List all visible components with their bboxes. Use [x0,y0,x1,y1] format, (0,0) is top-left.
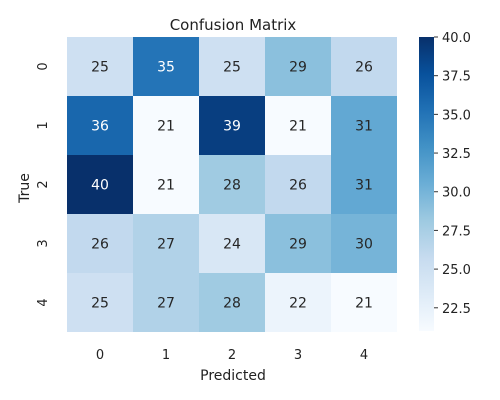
heatmap-cell [199,214,265,273]
colorbar-tick-label: 32.5 [442,147,471,162]
heatmap-cell [67,214,133,273]
cell-value-label: 35 [157,60,175,76]
colorbar-tick-label: 40.0 [442,31,471,46]
cell-value-label: 21 [157,178,175,194]
heatmap-cell [199,37,265,96]
x-tick-label: 3 [294,348,302,363]
y-axis-label: True [17,173,33,204]
cell-value-label: 24 [223,237,241,253]
y-tick-label: 4 [36,298,51,306]
y-tick-label: 0 [36,62,51,70]
cell-value-label: 21 [157,119,175,135]
colorbar-ticks: 22.5 25.0 27.5 30.0 32.5 35.0 37.5 40.0 [434,31,471,317]
cell-value-label: 26 [289,178,307,194]
heatmap-cell [67,96,133,155]
heatmap-cell [133,214,199,273]
cell-value-label: 27 [157,237,175,253]
colorbar-tick-label: 25.0 [442,263,471,278]
heatmap-cell [331,214,397,273]
cell-value-label: 21 [355,296,373,312]
cell-value-label: 22 [289,296,307,312]
heatmap-cell [331,96,397,155]
x-tick-label: 0 [96,348,104,363]
x-axis-label: Predicted [200,368,266,384]
cell-value-label: 26 [355,60,373,76]
x-axis-ticks: 0 1 2 3 4 [96,348,368,363]
x-tick-label: 4 [360,348,368,363]
colorbar-tick-label: 37.5 [442,70,471,85]
heatmap-cell [67,273,133,332]
cell-value-label: 31 [355,119,373,135]
heatmap-cell [199,155,265,214]
y-tick-label: 3 [36,239,51,247]
heatmap-cell [199,96,265,155]
heatmap-cell [331,155,397,214]
cell-value-label: 28 [223,296,241,312]
cell-value-label: 28 [223,178,241,194]
colorbar-tick-label: 22.5 [442,302,471,317]
y-tick-label: 1 [36,121,51,129]
cell-value-label: 36 [91,119,109,135]
heatmap-cell [331,37,397,96]
heatmap-cell [265,96,331,155]
heatmap-cell [133,96,199,155]
x-tick-label: 1 [162,348,170,363]
cell-value-label: 31 [355,178,373,194]
cell-value-label: 29 [289,60,307,76]
cell-value-label: 25 [223,60,241,76]
cell-value-label: 21 [289,119,307,135]
y-tick-label: 2 [36,180,51,188]
colorbar-tick-label: 27.5 [442,224,471,239]
cell-value-label: 29 [289,237,307,253]
cell-value-label: 30 [355,237,373,253]
heatmap-cell [133,273,199,332]
heatmap-cell [265,214,331,273]
heatmap-cell [265,155,331,214]
heatmap-cell [265,273,331,332]
y-axis-ticks: 0 1 2 3 4 [36,62,51,306]
heatmap-cell [67,37,133,96]
heatmap-cell [133,37,199,96]
heatmap-cell [133,155,199,214]
heatmap-cell [199,273,265,332]
colorbar-tick-label: 30.0 [442,186,471,201]
cell-value-label: 25 [91,60,109,76]
colorbar [419,37,434,331]
cell-value-label: 39 [223,119,241,135]
heatmap-cells [67,37,397,332]
colorbar-tick-label: 35.0 [442,108,471,123]
x-tick-label: 2 [228,348,236,363]
heatmap-cell [265,37,331,96]
cell-value-label: 25 [91,296,109,312]
cell-value-label: 40 [91,178,109,194]
heatmap-cell-labels: 25 35 25 29 26 36 21 39 21 31 40 21 28 26 31 26 27 24 29 30… [91,60,373,312]
heatmap-cell [67,155,133,214]
chart-title: Confusion Matrix [170,16,297,34]
cell-value-label: 26 [91,237,109,253]
cell-value-label: 27 [157,296,175,312]
heatmap-cell [331,273,397,332]
